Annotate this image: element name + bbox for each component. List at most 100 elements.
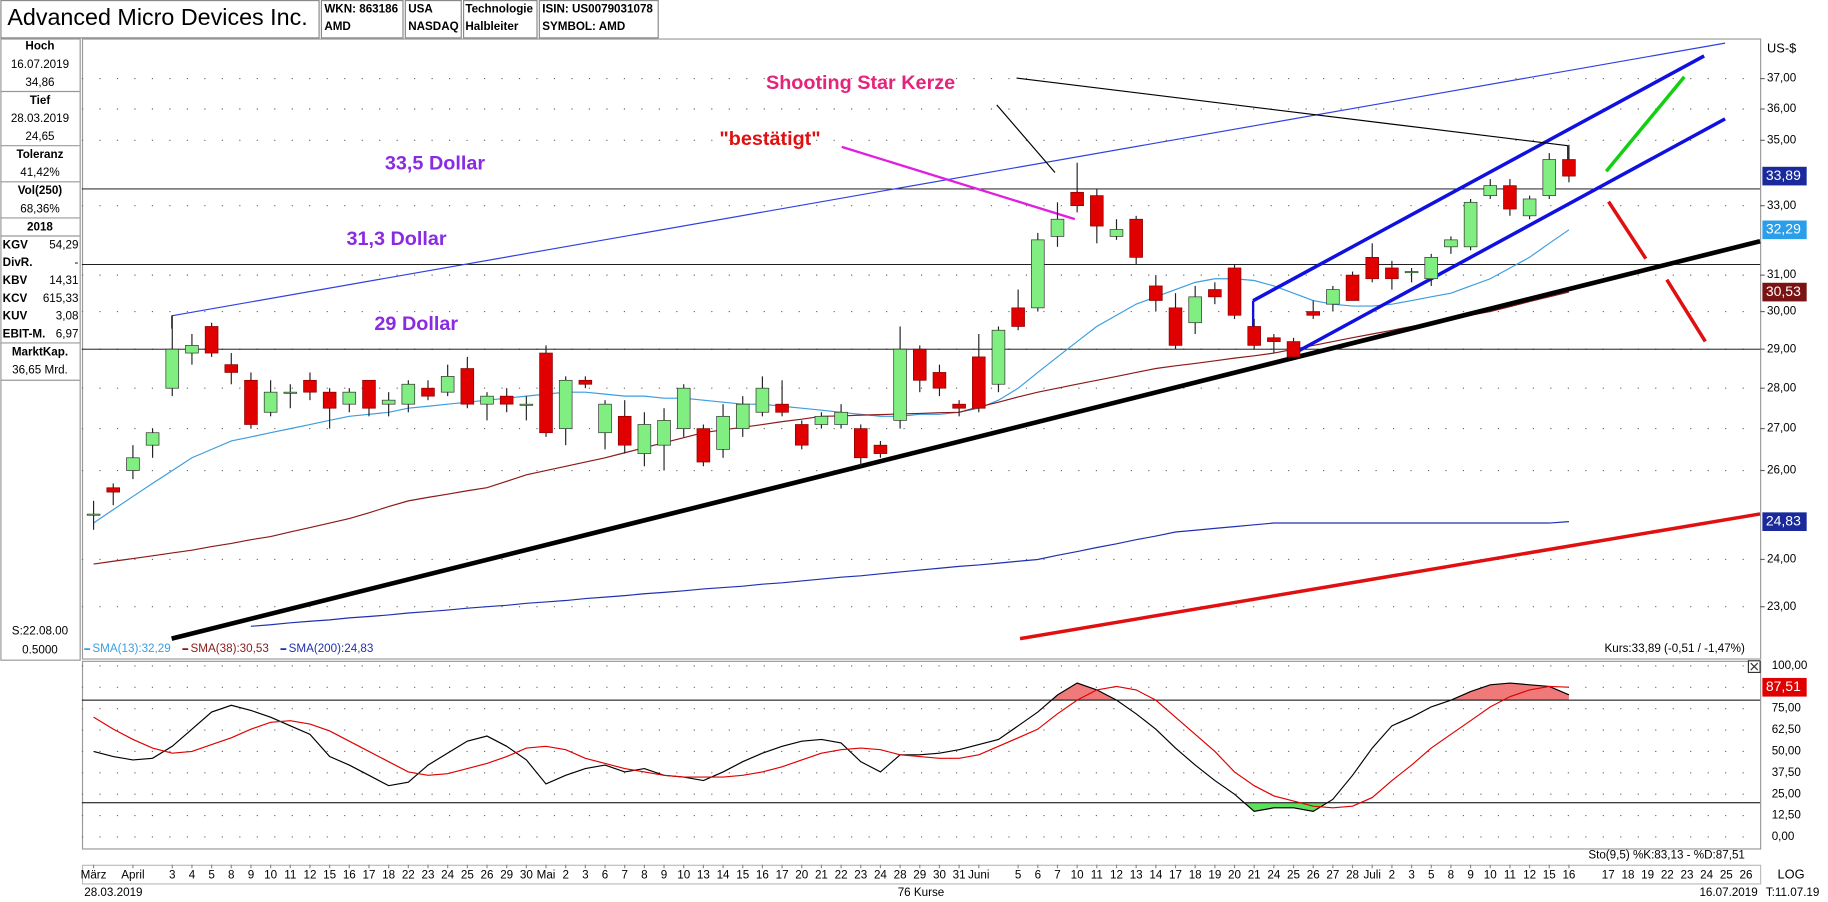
- candle-body: [1444, 239, 1458, 248]
- legend-label: SMA(13):32,29: [92, 642, 170, 655]
- x-tick-label: 16: [343, 868, 356, 881]
- ratio-value: 14,31: [49, 274, 78, 287]
- stat-label: Tief: [30, 94, 51, 107]
- ratio-value: -: [75, 256, 79, 269]
- candle-body: [145, 432, 160, 446]
- y-tick-label: 33,00: [1767, 199, 1797, 212]
- sma-line: [93, 291, 1570, 565]
- y-tick-label: 12,50: [1772, 809, 1802, 822]
- candle-body: [794, 424, 809, 446]
- ratio-value: 6,97: [56, 328, 79, 341]
- sma-line: [250, 521, 1569, 627]
- x-tick-label: 20: [1228, 868, 1241, 881]
- x-tick-label: 23: [854, 868, 867, 881]
- candle-body: [932, 372, 947, 389]
- stochastic-line: [93, 682, 1570, 812]
- annotation: Shooting Star Kerze: [766, 72, 955, 94]
- sidebar-frame: [0, 38, 81, 661]
- candle-body: [1168, 307, 1183, 346]
- candle-body: [1011, 307, 1025, 327]
- x-tick-label: 22: [1661, 868, 1674, 881]
- support-line: [171, 238, 1761, 641]
- candle-body: [854, 428, 868, 459]
- value-marker-label: 30,53: [1766, 283, 1801, 299]
- x-tick-label: Juli: [1363, 868, 1380, 881]
- x-tick-label: 4: [189, 868, 196, 881]
- x-tick-label: 3: [169, 868, 175, 881]
- pointer-line: [841, 145, 1076, 221]
- x-tick-label: 22: [402, 868, 415, 881]
- header-cell: [0, 0, 320, 39]
- candle-body: [1345, 274, 1360, 301]
- x-tick-label: 8: [228, 868, 234, 881]
- x-tick-label: 24: [441, 868, 454, 881]
- candle-body: [1306, 311, 1320, 316]
- header: Advanced Micro Devices Inc. WKN: 863186 …: [0, 0, 659, 39]
- candle-body: [1129, 218, 1143, 258]
- x-tick-label: 15: [323, 868, 336, 881]
- oversold-area: [93, 802, 1569, 812]
- candle-body: [381, 399, 396, 405]
- time: T:11.07.19: [1766, 886, 1820, 899]
- x-tick-label: 6: [602, 868, 608, 881]
- x-tick-label: 18: [1621, 868, 1634, 881]
- red-trend-line: [1019, 512, 1761, 641]
- y-tick-label: 30,00: [1767, 305, 1797, 318]
- count: 76 Kurse: [898, 886, 945, 899]
- header-cell: [538, 0, 659, 39]
- x-tick-label: 24: [1267, 868, 1280, 881]
- level-label: 31,3 Dollar: [346, 228, 446, 250]
- x-tick-label: 26: [481, 868, 494, 881]
- x-tick-label: 3: [582, 868, 588, 881]
- x-tick-label: 13: [1130, 868, 1143, 881]
- candle-body: [1562, 159, 1576, 177]
- candle-body: [421, 387, 435, 397]
- candle-body: [755, 387, 770, 413]
- candle-body: [1522, 198, 1537, 217]
- candles: [86, 144, 1576, 530]
- candle-body: [1031, 239, 1045, 309]
- stochastic-legend: Sto(9,5) %K:83,13 - %D:87,51: [1588, 848, 1745, 861]
- candle-body: [362, 379, 376, 409]
- x-tick-label: 27: [1326, 868, 1339, 881]
- value-marker: [1762, 512, 1807, 531]
- x-tick-label: 25: [1287, 868, 1300, 881]
- value-marker-label: 87,51: [1766, 678, 1801, 694]
- start-date: 28.03.2019: [84, 886, 142, 899]
- x-tick-label: 5: [1015, 868, 1021, 881]
- market-cap-label: MarktKap.: [12, 345, 68, 358]
- value-marker: [1762, 677, 1807, 697]
- stat-value: 41,42%: [20, 166, 59, 179]
- candle-body: [735, 403, 750, 429]
- level-label: 33,5 Dollar: [385, 153, 485, 175]
- candle-body: [578, 379, 593, 385]
- ratio-label: KUV: [3, 310, 28, 323]
- close-icon[interactable]: [1750, 662, 1759, 671]
- isin: ISIN: US0079031078: [542, 2, 653, 15]
- y-tick-label: 75,00: [1772, 702, 1802, 715]
- y-tick-label: 31,00: [1767, 268, 1797, 281]
- candle-body: [263, 391, 278, 413]
- x-tick-label: 11: [284, 868, 296, 881]
- x-tick-label: 25: [1720, 868, 1733, 881]
- candle-body: [224, 364, 239, 373]
- market-cap-value: 36,65 Mrd.: [12, 363, 68, 376]
- ratio-label: KCV: [3, 292, 28, 305]
- candle-body: [834, 411, 848, 425]
- candle-body: [1109, 229, 1124, 237]
- scenario-down: [1665, 278, 1707, 343]
- candle-body: [991, 329, 1006, 385]
- candle-body: [519, 403, 534, 406]
- candle-body: [775, 403, 789, 413]
- x-tick-label: 3: [1408, 868, 1414, 881]
- ratio-label: DivR.: [3, 256, 33, 269]
- sma-line: [93, 229, 1570, 524]
- x-tick-label: 8: [641, 868, 647, 881]
- candle-body: [401, 383, 416, 405]
- x-tick-label: 9: [248, 868, 254, 881]
- x-tick-label: 17: [1169, 868, 1182, 881]
- candle-body: [440, 376, 455, 393]
- industry: Halbleiter: [465, 20, 519, 33]
- x-tick-label: 14: [1149, 868, 1162, 881]
- x-tick-label: 2: [1389, 868, 1395, 881]
